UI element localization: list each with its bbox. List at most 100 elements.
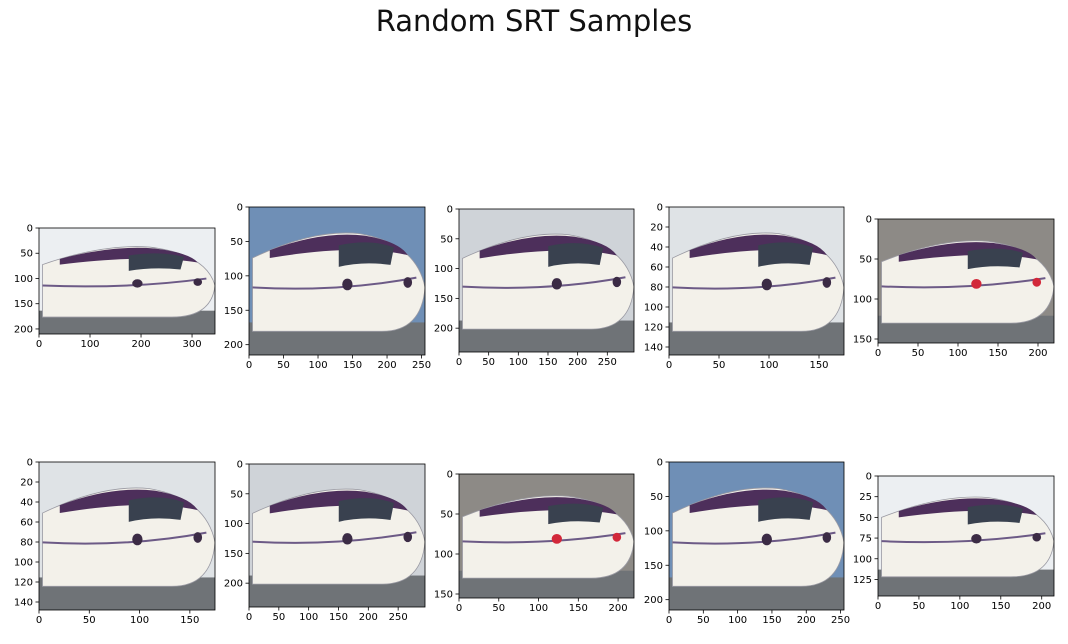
x-tick-label: 50 bbox=[913, 601, 926, 612]
subplot-4: 0 50 100 150 0 20 40 60 80 100 120 140 bbox=[644, 203, 844, 372]
train-image bbox=[878, 476, 1054, 596]
y-tick-label: 100 bbox=[14, 558, 33, 569]
subplot-5: 0 50 100 150 200 0 50 100 150 bbox=[853, 215, 1054, 360]
y-tick-label: 150 bbox=[14, 299, 33, 310]
x-tick-label: 0 bbox=[666, 360, 672, 371]
x-tick-label: 150 bbox=[538, 357, 557, 368]
x-tick-label: 200 bbox=[131, 339, 150, 350]
y-tick-label: 100 bbox=[224, 519, 243, 530]
y-tick-label: 100 bbox=[224, 271, 243, 282]
y-tick-label: 80 bbox=[20, 538, 33, 549]
x-tick-label: 0 bbox=[456, 603, 462, 614]
x-tick-label: 150 bbox=[343, 360, 362, 371]
x-tick-label: 100 bbox=[728, 615, 747, 626]
x-tick-label: 0 bbox=[246, 612, 252, 623]
x-tick-label: 200 bbox=[568, 357, 587, 368]
subplot-3: 0 50 100 150 200 250 0 50 100 150 200 bbox=[434, 205, 634, 369]
y-tick-label: 200 bbox=[224, 579, 243, 590]
y-tick-label: 100 bbox=[434, 550, 453, 561]
y-tick-label: 50 bbox=[440, 510, 453, 521]
subplot-10: 0 50 100 150 200 0 25 50 75 100 125 bbox=[853, 472, 1054, 613]
x-tick-label: 150 bbox=[988, 348, 1007, 359]
train-image bbox=[249, 464, 425, 607]
x-tick-label: 100 bbox=[759, 360, 778, 371]
x-tick-label: 250 bbox=[389, 612, 408, 623]
x-tick-label: 200 bbox=[797, 615, 816, 626]
x-tick-label: 200 bbox=[359, 612, 378, 623]
y-tick-label: 100 bbox=[853, 295, 872, 306]
train-image bbox=[878, 219, 1054, 343]
x-tick-label: 50 bbox=[713, 360, 726, 371]
x-tick-label: 100 bbox=[308, 360, 327, 371]
x-tick-label: 100 bbox=[80, 339, 99, 350]
y-tick-label: 0 bbox=[237, 203, 243, 214]
y-tick-label: 150 bbox=[434, 590, 453, 601]
y-tick-label: 140 bbox=[14, 598, 33, 609]
x-tick-label: 50 bbox=[492, 603, 505, 614]
x-tick-label: 50 bbox=[482, 357, 495, 368]
x-tick-label: 150 bbox=[991, 601, 1010, 612]
x-tick-label: 0 bbox=[666, 615, 672, 626]
y-tick-label: 40 bbox=[20, 498, 33, 509]
y-tick-label: 0 bbox=[657, 203, 663, 214]
subplot-9: 0 50 100 150 200 250 0 50 100 150 200 bbox=[644, 458, 850, 627]
y-tick-label: 150 bbox=[224, 306, 243, 317]
y-tick-label: 120 bbox=[14, 578, 33, 589]
x-tick-label: 150 bbox=[809, 360, 828, 371]
y-tick-label: 200 bbox=[434, 324, 453, 335]
x-tick-label: 50 bbox=[272, 612, 285, 623]
y-tick-label: 0 bbox=[237, 460, 243, 471]
x-tick-label: 100 bbox=[529, 603, 548, 614]
y-tick-label: 0 bbox=[447, 470, 453, 481]
y-tick-label: 100 bbox=[14, 274, 33, 285]
train-image bbox=[249, 207, 425, 355]
x-tick-label: 150 bbox=[762, 615, 781, 626]
y-tick-label: 140 bbox=[644, 343, 663, 354]
y-tick-label: 60 bbox=[650, 263, 663, 274]
y-tick-label: 200 bbox=[14, 324, 33, 335]
subplot-8: 0 50 100 150 200 0 50 100 150 bbox=[434, 470, 634, 615]
y-tick-label: 40 bbox=[650, 243, 663, 254]
y-tick-label: 50 bbox=[859, 255, 872, 266]
x-tick-label: 50 bbox=[277, 360, 290, 371]
y-tick-label: 80 bbox=[650, 283, 663, 294]
y-tick-label: 0 bbox=[657, 458, 663, 469]
y-tick-label: 200 bbox=[644, 595, 663, 606]
subplot-7: 0 50 100 150 200 250 0 50 100 150 200 bbox=[224, 460, 425, 624]
y-tick-label: 100 bbox=[644, 526, 663, 537]
y-tick-label: 50 bbox=[859, 513, 872, 524]
y-tick-label: 125 bbox=[853, 575, 872, 586]
y-tick-label: 60 bbox=[20, 518, 33, 529]
y-tick-label: 20 bbox=[20, 478, 33, 489]
x-tick-label: 100 bbox=[950, 601, 969, 612]
x-tick-label: 300 bbox=[182, 339, 201, 350]
train-image bbox=[39, 228, 215, 334]
x-tick-label: 250 bbox=[598, 357, 617, 368]
x-tick-label: 150 bbox=[569, 603, 588, 614]
x-tick-label: 150 bbox=[329, 612, 348, 623]
x-tick-label: 150 bbox=[180, 615, 199, 626]
x-tick-label: 50 bbox=[912, 348, 925, 359]
train-image bbox=[459, 474, 634, 598]
x-tick-label: 250 bbox=[412, 360, 431, 371]
train-image bbox=[669, 462, 844, 610]
y-tick-label: 120 bbox=[644, 323, 663, 334]
subplot-6: 0 50 100 150020406080100120140 bbox=[14, 458, 215, 627]
y-tick-label: 50 bbox=[20, 249, 33, 260]
x-tick-label: 50 bbox=[83, 615, 96, 626]
y-tick-label: 25 bbox=[859, 492, 872, 503]
subplot-1: 0 100 200 300 0 50 100 150 200 bbox=[14, 224, 215, 351]
y-tick-label: 150 bbox=[224, 549, 243, 560]
y-tick-label: 150 bbox=[644, 561, 663, 572]
x-tick-label: 50 bbox=[697, 615, 710, 626]
train-image bbox=[459, 209, 634, 352]
x-tick-label: 200 bbox=[1032, 601, 1051, 612]
y-tick-label: 150 bbox=[434, 294, 453, 305]
x-tick-label: 100 bbox=[948, 348, 967, 359]
y-tick-label: 0 bbox=[27, 458, 33, 469]
subplot-2: 0 50 100 150 200 250050100150200 bbox=[224, 203, 431, 372]
y-tick-label: 100 bbox=[853, 554, 872, 565]
train-image bbox=[669, 207, 844, 355]
